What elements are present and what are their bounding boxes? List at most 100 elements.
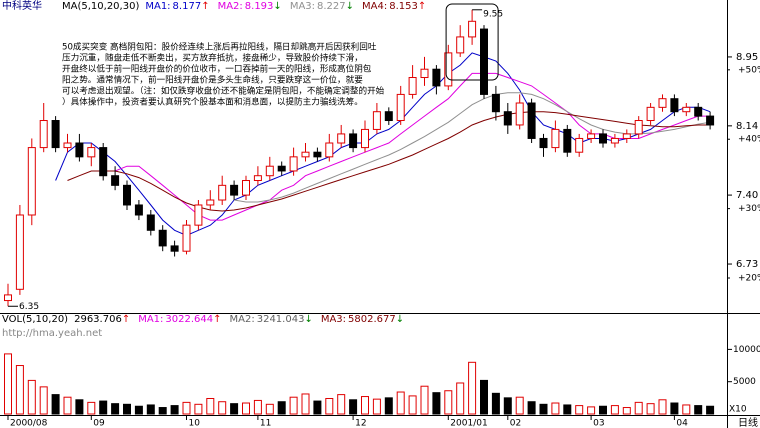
annotation-line: 压力沉重，随盘走低不断卖出，买方放弃抵抗，接盘稀少，导致股价持续下滑， xyxy=(62,52,363,64)
volume-bar xyxy=(503,397,512,415)
volume-bar xyxy=(372,398,381,415)
candle-body xyxy=(646,106,655,122)
volume-bar xyxy=(491,392,500,415)
candle-body xyxy=(551,128,560,149)
candle-body xyxy=(75,142,84,158)
y-tick-label: 7.40 xyxy=(736,190,758,201)
candle-body xyxy=(372,111,381,130)
candle-body xyxy=(206,199,215,206)
volume-bar xyxy=(670,402,679,415)
candle-body xyxy=(325,142,334,158)
high-label: 9.55 xyxy=(483,9,503,19)
candle-body xyxy=(230,184,239,196)
volume-arrow: ↑ xyxy=(122,314,130,325)
volume-ma-name: MA2: xyxy=(230,314,255,325)
candle-body xyxy=(170,245,179,252)
volume-bar xyxy=(349,399,358,415)
candle-body xyxy=(670,98,679,113)
volume-bar xyxy=(218,401,227,415)
volume-bar xyxy=(384,397,393,415)
candle-body xyxy=(575,137,584,153)
volume-bar xyxy=(170,405,179,415)
x-tick-label: 03 xyxy=(593,419,604,428)
candle-body xyxy=(253,175,262,182)
ma-value: 8.153 xyxy=(389,1,418,12)
volume-tick-label: 5000 xyxy=(733,377,756,387)
candle-body xyxy=(384,111,393,122)
x-tick-label: 10 xyxy=(189,419,201,428)
volume-bar xyxy=(99,400,108,415)
volume-label: VOL(5,10,20) xyxy=(2,314,68,325)
candle-body xyxy=(337,133,346,144)
candle-body xyxy=(99,147,108,177)
candle-body xyxy=(527,102,536,139)
x-tick-label: 2001/01 xyxy=(450,419,487,428)
volume-tick-label: 10000 xyxy=(733,345,760,355)
annotation-line: 可以考虑退出观望。（注：如仅跌穿收盘价还不能确定是阴包阳，不能确定调整的开始 xyxy=(62,85,385,97)
volume-bar xyxy=(575,405,584,415)
y2-tick-label: +40% xyxy=(738,135,760,145)
volume-bar xyxy=(408,395,417,415)
candle-body xyxy=(480,28,488,95)
volume-bar xyxy=(444,390,453,415)
x-tick-label: 02 xyxy=(510,419,521,428)
volume-value: 2963.706 xyxy=(74,314,122,325)
ma-arrow: ↓ xyxy=(273,1,281,12)
volume-bar xyxy=(468,361,477,415)
volume-bar xyxy=(4,353,12,415)
volume-ma-arrow: ↑ xyxy=(213,314,221,325)
y2-tick-label: +30% xyxy=(738,204,760,214)
candle-body xyxy=(694,106,703,117)
candle-body xyxy=(539,137,548,149)
ma-line xyxy=(67,111,711,212)
volume-bar xyxy=(134,405,143,415)
candle-body xyxy=(396,93,405,122)
x-tick-label: 11 xyxy=(260,419,271,428)
annotation-line: 阳之势。通常情况下，前一阳线开盘价是多头生命线，只要跌穿这一价位，就要 xyxy=(62,74,363,86)
volume-bar xyxy=(480,379,488,415)
volume-bar xyxy=(646,403,655,415)
source-url: http://hma.yeah.net xyxy=(2,328,102,339)
candle-body xyxy=(87,147,96,158)
candle-body xyxy=(444,52,453,87)
volume-bar xyxy=(194,403,203,415)
candle-body xyxy=(39,120,48,149)
candle-body xyxy=(158,229,167,247)
ma-name: MA1: xyxy=(145,1,170,12)
candle-body xyxy=(610,137,619,144)
candle-body xyxy=(123,184,131,206)
candle-body xyxy=(622,133,631,139)
ma-value: 8.227 xyxy=(317,1,346,12)
y2-tick-label: +50% xyxy=(738,65,760,75)
volume-bar xyxy=(313,400,322,415)
candle-body xyxy=(111,175,120,186)
volume-ma-arrow: ↓ xyxy=(396,314,404,325)
candle-body xyxy=(408,77,417,95)
volume-bar xyxy=(146,404,155,415)
y-tick-label: 8.95 xyxy=(736,52,758,63)
volume-bar xyxy=(551,402,560,415)
candle-body xyxy=(182,224,191,252)
annotation-line: ）具体操作中，投资者要认真研究个股基本面和消息面，以提防主力骗线洗筹。 xyxy=(62,96,363,108)
candle-body xyxy=(4,294,12,302)
x-tick-label: 09 xyxy=(93,419,105,428)
volume-bar xyxy=(539,403,548,415)
ma-arrow: ↓ xyxy=(346,1,354,12)
volume-bar xyxy=(515,396,524,415)
candle-body xyxy=(289,156,298,172)
volume-bar xyxy=(361,396,369,415)
candle-body xyxy=(587,133,596,139)
volume-ma-value: 3022.644 xyxy=(165,314,213,325)
volume-bar xyxy=(27,379,36,415)
period-label: 日线 xyxy=(738,416,758,428)
candle-body xyxy=(706,115,715,126)
y2-tick-label: +20% xyxy=(738,274,760,284)
volume-bar xyxy=(111,403,120,415)
annotation-line: 开盘终以低于前一阳线开盘价的价位收市，一口吞掉前一天的阳线，形成高位阴包 xyxy=(62,63,372,75)
candle-body xyxy=(313,151,322,158)
candle-body xyxy=(218,184,227,201)
low-label: 6.35 xyxy=(19,302,39,312)
ma-name: MA2: xyxy=(218,1,243,12)
candle-body xyxy=(134,204,143,216)
annotation-line: 50成买突变 高档阴包阳：股价经连续上涨后再拉阳线，隔日却跳高开后因获利回吐 xyxy=(62,41,377,53)
